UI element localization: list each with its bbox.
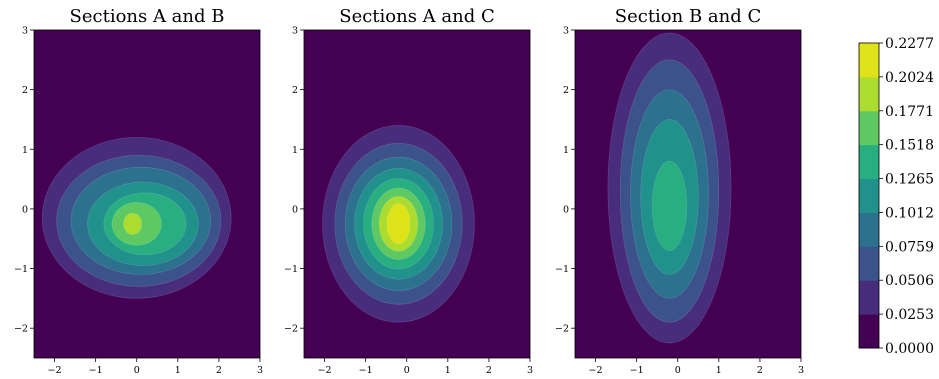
colorbar-band-7 bbox=[859, 76, 879, 112]
y-tick-label: 0 bbox=[22, 204, 28, 215]
colorbar-band-5 bbox=[859, 144, 879, 180]
x-tick-label: 0 bbox=[675, 365, 681, 376]
y-tick-label: −1 bbox=[14, 264, 28, 275]
y-tick-label: 1 bbox=[563, 145, 569, 156]
y-tick-label: −1 bbox=[555, 264, 569, 275]
colorbar-band-3 bbox=[859, 212, 879, 247]
colorbar-tick-label: 0.1265 bbox=[885, 172, 934, 188]
y-tick-label: −1 bbox=[284, 264, 298, 275]
y-tick-label: −2 bbox=[284, 324, 298, 335]
x-tick-label: 0 bbox=[404, 365, 410, 376]
panel-title: Sections A and B bbox=[70, 6, 225, 27]
y-tick-label: −2 bbox=[14, 324, 28, 335]
colorbar-tick-label: 0.0759 bbox=[885, 239, 934, 255]
colorbar-tick-label: 0.1518 bbox=[885, 138, 934, 154]
axes-frame bbox=[303, 29, 531, 359]
colorbar-frame bbox=[858, 42, 880, 349]
x-tick-label: 0 bbox=[134, 365, 140, 376]
colorbar-band-0 bbox=[859, 314, 879, 349]
contour-panel-3: Section B and C −2 −1 0 1 2 3 −2 −1 0 1 2 3 bbox=[555, 6, 804, 376]
colorbar-tick-label: 0.2277 bbox=[885, 36, 934, 52]
colorbar-tick-label: 0.2024 bbox=[885, 70, 934, 86]
colorbar-tick-label: 0.0000 bbox=[885, 341, 934, 357]
y-tick-label: 3 bbox=[22, 26, 28, 37]
x-tick-label: 2 bbox=[216, 365, 222, 376]
y-tick-label: 3 bbox=[292, 26, 298, 37]
contour-band-0.2024 bbox=[386, 203, 411, 245]
y-tick-label: 1 bbox=[22, 145, 28, 156]
axes-frame bbox=[33, 29, 261, 359]
x-tick-label: 1 bbox=[716, 365, 722, 376]
x-tick-label: −2 bbox=[318, 365, 332, 376]
contour-band-0.1265 bbox=[651, 160, 688, 251]
colorbar: 0.0000 0.0253 0.0506 0.0759 0.1012 0.1265 0.15… bbox=[858, 36, 934, 357]
panel-title: Section B and C bbox=[615, 6, 762, 27]
y-tick-label: 0 bbox=[292, 204, 298, 215]
contour-panels: Sections A and B−2 −1 0 1 2 3−2−10123Sections… bbox=[14, 6, 804, 376]
x-tick-label: 1 bbox=[445, 365, 451, 376]
y-tick-label: 0 bbox=[563, 204, 569, 215]
contour-panel-1: Sections A and B −2 −1 0 1 2 3 −2 −1 0 1 2 3 bbox=[14, 6, 263, 376]
y-tick-label: 2 bbox=[292, 85, 298, 96]
colorbar-tick-label: 0.0506 bbox=[885, 273, 934, 289]
y-tick-label: 1 bbox=[292, 145, 298, 156]
x-tick-label: 2 bbox=[486, 365, 492, 376]
colorbar-tick-label: 0.1012 bbox=[885, 205, 934, 221]
x-tick-label: −2 bbox=[48, 365, 62, 376]
x-tick-label: −2 bbox=[589, 365, 603, 376]
panel-title: Sections A and C bbox=[339, 6, 495, 27]
contour-panel-2: Sections A and C −2 −1 0 1 2 3 −2 −1 0 1 2 3 bbox=[284, 6, 533, 376]
x-tick-label: 2 bbox=[757, 365, 763, 376]
x-tick-label: 3 bbox=[527, 365, 533, 376]
colorbar-band-6 bbox=[859, 110, 879, 146]
colorbar-band-2 bbox=[859, 246, 879, 281]
colorbar-tick-label: 0.1771 bbox=[885, 104, 934, 120]
colorbar-band-1 bbox=[859, 280, 879, 315]
colorbar-band-8 bbox=[859, 43, 879, 78]
x-tick-label: 3 bbox=[257, 365, 263, 376]
colorbar-band-4 bbox=[859, 178, 879, 213]
y-tick-label: 2 bbox=[563, 85, 569, 96]
y-tick-label: −2 bbox=[555, 324, 569, 335]
contour-band-0.1771 bbox=[123, 212, 142, 235]
x-tick-label: 1 bbox=[175, 365, 181, 376]
x-tick-label: −1 bbox=[359, 365, 373, 376]
x-tick-label: 3 bbox=[798, 365, 804, 376]
y-tick-label: 3 bbox=[563, 26, 569, 37]
x-tick-label: −1 bbox=[89, 365, 103, 376]
axes-frame bbox=[574, 29, 802, 359]
x-tick-label: −1 bbox=[630, 365, 644, 376]
colorbar-tick-label: 0.0253 bbox=[885, 307, 934, 323]
y-tick-label: 2 bbox=[22, 85, 28, 96]
